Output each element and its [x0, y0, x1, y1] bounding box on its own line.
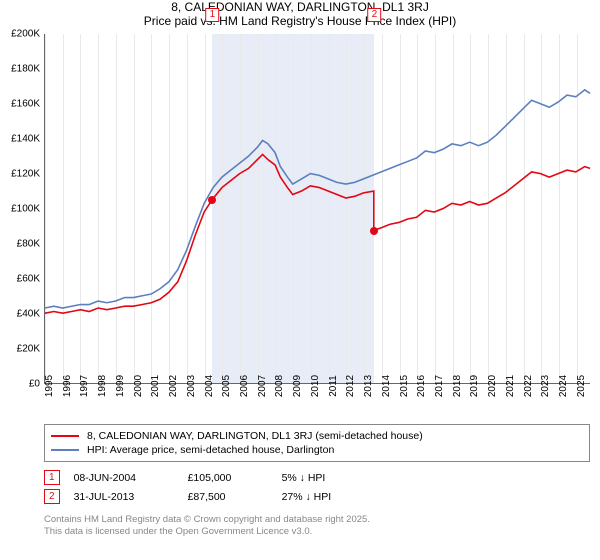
y-tick-label: £180K	[11, 64, 40, 75]
x-tick-label: 2020	[487, 375, 498, 397]
x-tick-label: 2006	[239, 375, 250, 397]
series-price_paid	[45, 154, 590, 313]
legend: 8, CALEDONIAN WAY, DARLINGTON, DL1 3RJ (…	[44, 424, 590, 462]
x-tick-label: 2002	[168, 375, 179, 397]
chart: £0 £20K £40K £60K £80K £100K £120K £140K £160K £1…	[0, 34, 600, 418]
line-layer	[45, 34, 590, 383]
x-tick-label: 2017	[434, 375, 445, 397]
x-tick-label: 1995	[44, 375, 55, 397]
y-axis: £0£20K£40K£60K£80K£100K£120K£140K£160K£1…	[0, 34, 44, 384]
x-tick-label: 2005	[221, 375, 232, 397]
series-hpi	[45, 90, 590, 308]
legend-swatch	[51, 449, 79, 451]
x-tick-label: 2024	[558, 375, 569, 397]
footer-line: Contains HM Land Registry data © Crown c…	[44, 514, 590, 526]
transaction-table: 1 08-JUN-2004 £105,000 5% ↓ HPI 2 31-JUL-2013…	[44, 468, 590, 506]
x-tick-label: 2014	[381, 375, 392, 397]
x-tick-label: 1997	[79, 375, 90, 397]
marker-label: 1	[206, 8, 220, 22]
x-axis: 1995199619971998199920002001200220032004…	[44, 384, 590, 418]
plot-area: 12	[44, 34, 590, 384]
y-tick-label: £120K	[11, 169, 40, 180]
transaction-price: £105,000	[188, 472, 268, 484]
x-tick-label: 2016	[416, 375, 427, 397]
x-tick-label: 1999	[115, 375, 126, 397]
marker-dot	[370, 227, 378, 235]
x-tick-label: 2023	[540, 375, 551, 397]
legend-item: HPI: Average price, semi-detached house,…	[51, 443, 583, 457]
page-subtitle: Price paid vs. HM Land Registry's House …	[0, 14, 600, 28]
legend-label: 8, CALEDONIAN WAY, DARLINGTON, DL1 3RJ (…	[87, 430, 423, 442]
transaction-row: 2 31-JUL-2013 £87,500 27% ↓ HPI	[44, 487, 590, 506]
transaction-badge: 2	[44, 489, 60, 504]
x-tick-label: 2009	[292, 375, 303, 397]
transaction-badge: 1	[44, 470, 60, 485]
y-tick-label: £140K	[11, 134, 40, 145]
x-tick-label: 2007	[257, 375, 268, 397]
x-tick-label: 2012	[345, 375, 356, 397]
legend-item: 8, CALEDONIAN WAY, DARLINGTON, DL1 3RJ (…	[51, 429, 583, 443]
transaction-row: 1 08-JUN-2004 £105,000 5% ↓ HPI	[44, 468, 590, 487]
y-tick-label: £80K	[17, 239, 40, 250]
y-tick-label: £100K	[11, 204, 40, 215]
legend-swatch	[51, 435, 79, 437]
transaction-diff: 27% ↓ HPI	[282, 491, 332, 503]
x-tick-label: 2001	[150, 375, 161, 397]
transaction-date: 31-JUL-2013	[74, 491, 174, 503]
y-tick-label: £20K	[17, 344, 40, 355]
x-tick-label: 2010	[310, 375, 321, 397]
footer-line: This data is licensed under the Open Gov…	[44, 526, 590, 538]
transaction-date: 08-JUN-2004	[74, 472, 174, 484]
x-tick-label: 1998	[97, 375, 108, 397]
y-tick-label: £200K	[11, 29, 40, 40]
x-tick-label: 2018	[452, 375, 463, 397]
y-tick-label: £40K	[17, 309, 40, 320]
transaction-diff: 5% ↓ HPI	[282, 472, 326, 484]
marker-dot	[208, 196, 216, 204]
x-tick-label: 1996	[62, 375, 73, 397]
x-tick-label: 2015	[399, 375, 410, 397]
x-tick-label: 2013	[363, 375, 374, 397]
x-tick-label: 2003	[186, 375, 197, 397]
x-tick-label: 2025	[576, 375, 587, 397]
x-tick-label: 2021	[505, 375, 516, 397]
y-tick-label: £60K	[17, 274, 40, 285]
x-tick-label: 2004	[204, 375, 215, 397]
marker-label: 2	[368, 8, 382, 22]
page-title: 8, CALEDONIAN WAY, DARLINGTON, DL1 3RJ	[0, 0, 600, 14]
x-tick-label: 2022	[523, 375, 534, 397]
legend-label: HPI: Average price, semi-detached house,…	[87, 444, 334, 456]
x-tick-label: 2000	[133, 375, 144, 397]
transaction-price: £87,500	[188, 491, 268, 503]
x-tick-label: 2008	[274, 375, 285, 397]
y-tick-label: £160K	[11, 99, 40, 110]
y-tick-label: £0	[29, 379, 40, 390]
footer: Contains HM Land Registry data © Crown c…	[44, 514, 590, 539]
x-tick-label: 2011	[328, 375, 339, 397]
x-tick-label: 2019	[469, 375, 480, 397]
